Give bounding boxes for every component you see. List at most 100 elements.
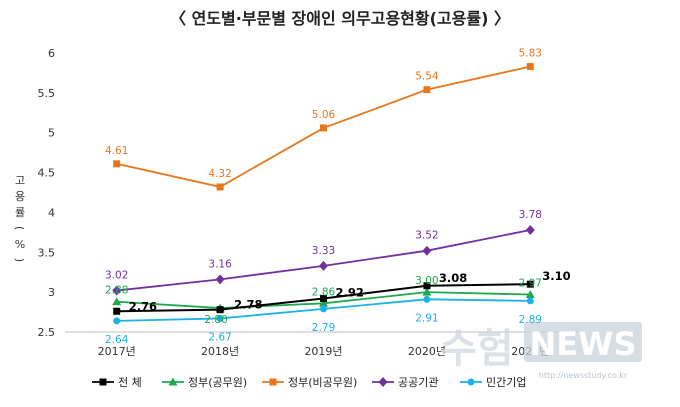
- data-label: 2.80: [204, 314, 227, 326]
- series-layer: [112, 63, 535, 325]
- data-label: 2.64: [105, 334, 129, 346]
- y-tick-label: 3.5: [38, 246, 56, 259]
- y-tick-label: 6: [48, 47, 55, 60]
- data-point: [423, 282, 431, 290]
- watermark-news-box: [524, 322, 642, 362]
- data-point: [526, 280, 534, 288]
- data-label: 3.10: [542, 269, 570, 283]
- data-label: 2.86: [312, 286, 336, 298]
- data-label: 4.61: [105, 145, 128, 157]
- legend-marker: [99, 378, 107, 386]
- data-label: 3.16: [208, 258, 232, 270]
- y-tick-label: 3: [48, 286, 55, 299]
- data-label: 3.78: [519, 209, 542, 221]
- watermark-news: NEWS: [530, 325, 637, 363]
- data-point: [526, 63, 534, 71]
- x-axis-ticks: 2017년2018년2019년2020년2021년: [98, 345, 550, 358]
- series-2: [113, 63, 534, 191]
- data-point: [422, 287, 432, 296]
- data-label: 4.32: [208, 168, 231, 180]
- y-axis-label-char: (: [13, 226, 26, 230]
- data-point: [113, 317, 121, 325]
- data-label: 3.08: [439, 271, 467, 285]
- y-axis-label-char: 률: [15, 206, 25, 219]
- data-label: 3.33: [312, 245, 335, 257]
- data-label: 2.97: [519, 278, 542, 290]
- y-axis-ticks: 2.5 3 3.5 4 4.5 5 5.5 6: [38, 47, 56, 339]
- legend-item: 공공기관: [372, 376, 438, 389]
- x-tick-label: 2019년: [304, 345, 342, 358]
- data-label: 2.79: [312, 322, 335, 334]
- data-label: 3.00: [415, 275, 438, 287]
- data-label: 2.89: [519, 314, 542, 326]
- data-label: 2.91: [415, 312, 438, 324]
- watermark-main: 수험: [440, 326, 514, 372]
- legend-item: 정부(공무원): [162, 376, 247, 389]
- data-label: 2.78: [234, 298, 262, 312]
- legend-item: 전 체: [92, 376, 142, 389]
- legend-item: 민간기업: [460, 376, 526, 389]
- watermark-url: http://newsstudy.co.kr: [539, 371, 628, 380]
- y-tick-label: 5: [48, 127, 55, 140]
- data-point: [525, 224, 535, 235]
- data-point: [423, 295, 431, 303]
- watermark: 수험 NEWS http://newsstudy.co.kr: [440, 322, 642, 380]
- y-tick-label: 4.5: [38, 167, 56, 180]
- data-label: 2.92: [336, 286, 364, 300]
- data-point: [216, 306, 224, 314]
- data-point: [525, 290, 535, 299]
- y-tick-label: 2.5: [38, 326, 56, 339]
- legend: 전 체 정부(공무원) 정부(비공무원) 공공기관 민간기업: [92, 376, 526, 389]
- series-0: [113, 280, 534, 315]
- data-point: [113, 307, 121, 315]
- data-point: [319, 298, 328, 307]
- data-point: [216, 183, 224, 191]
- series-1: [112, 287, 535, 312]
- legend-marker: [168, 377, 178, 386]
- data-label: 5.54: [415, 71, 439, 83]
- legend-label: 정부(공무원): [188, 376, 247, 389]
- y-axis-label-char: 고: [15, 174, 25, 187]
- chart-title: 〈 연도별·부문별 장애인 의무고용현황(고용률) 〉: [170, 9, 510, 28]
- y-axis-label-char: 용: [15, 190, 25, 203]
- y-axis-label-char: ): [13, 258, 26, 262]
- series-4: [113, 295, 534, 325]
- legend-label: 전 체: [118, 376, 142, 389]
- data-point: [112, 297, 122, 306]
- y-axis-label: 고용률 (%): [13, 174, 26, 262]
- legend-label: 민간기업: [486, 376, 526, 389]
- data-point: [215, 274, 225, 285]
- data-label: 2.67: [208, 331, 231, 343]
- data-label: 2.88: [105, 285, 128, 297]
- legend-marker: [467, 378, 475, 386]
- x-tick-label: 2020년: [408, 345, 446, 358]
- data-label: 5.83: [519, 48, 542, 60]
- data-point: [113, 160, 121, 168]
- y-tick-label: 4: [48, 206, 55, 219]
- y-tick-label: 5.5: [38, 87, 56, 100]
- series-3: [112, 224, 535, 296]
- legend-item: 정부(비공무원): [262, 376, 357, 389]
- series-line: [116, 229, 531, 292]
- data-label: 5.06: [312, 109, 336, 121]
- legend-marker: [378, 377, 388, 387]
- legend-label: 정부(비공무원): [288, 376, 357, 389]
- y-axis-label-char: %: [15, 238, 25, 251]
- data-point: [112, 285, 122, 296]
- data-point: [320, 295, 327, 303]
- data-label: 2.76: [129, 299, 157, 313]
- data-point: [319, 260, 328, 271]
- data-point: [422, 245, 432, 256]
- data-point: [320, 305, 327, 313]
- data-label: 3.52: [415, 230, 438, 242]
- legend-label: 공공기관: [398, 376, 438, 389]
- x-tick-label: 2017년: [98, 345, 136, 358]
- data-labels: 4.61 4.32 5.06 5.54 5.83 3.02 3.16 3.33 3.52 3.78…: [105, 48, 571, 346]
- data-label: 3.02: [105, 270, 128, 282]
- data-point: [423, 86, 431, 94]
- x-tick-label: 2018년: [201, 345, 239, 358]
- data-point: [320, 124, 327, 132]
- data-point: [216, 314, 224, 322]
- legend-marker: [269, 378, 277, 386]
